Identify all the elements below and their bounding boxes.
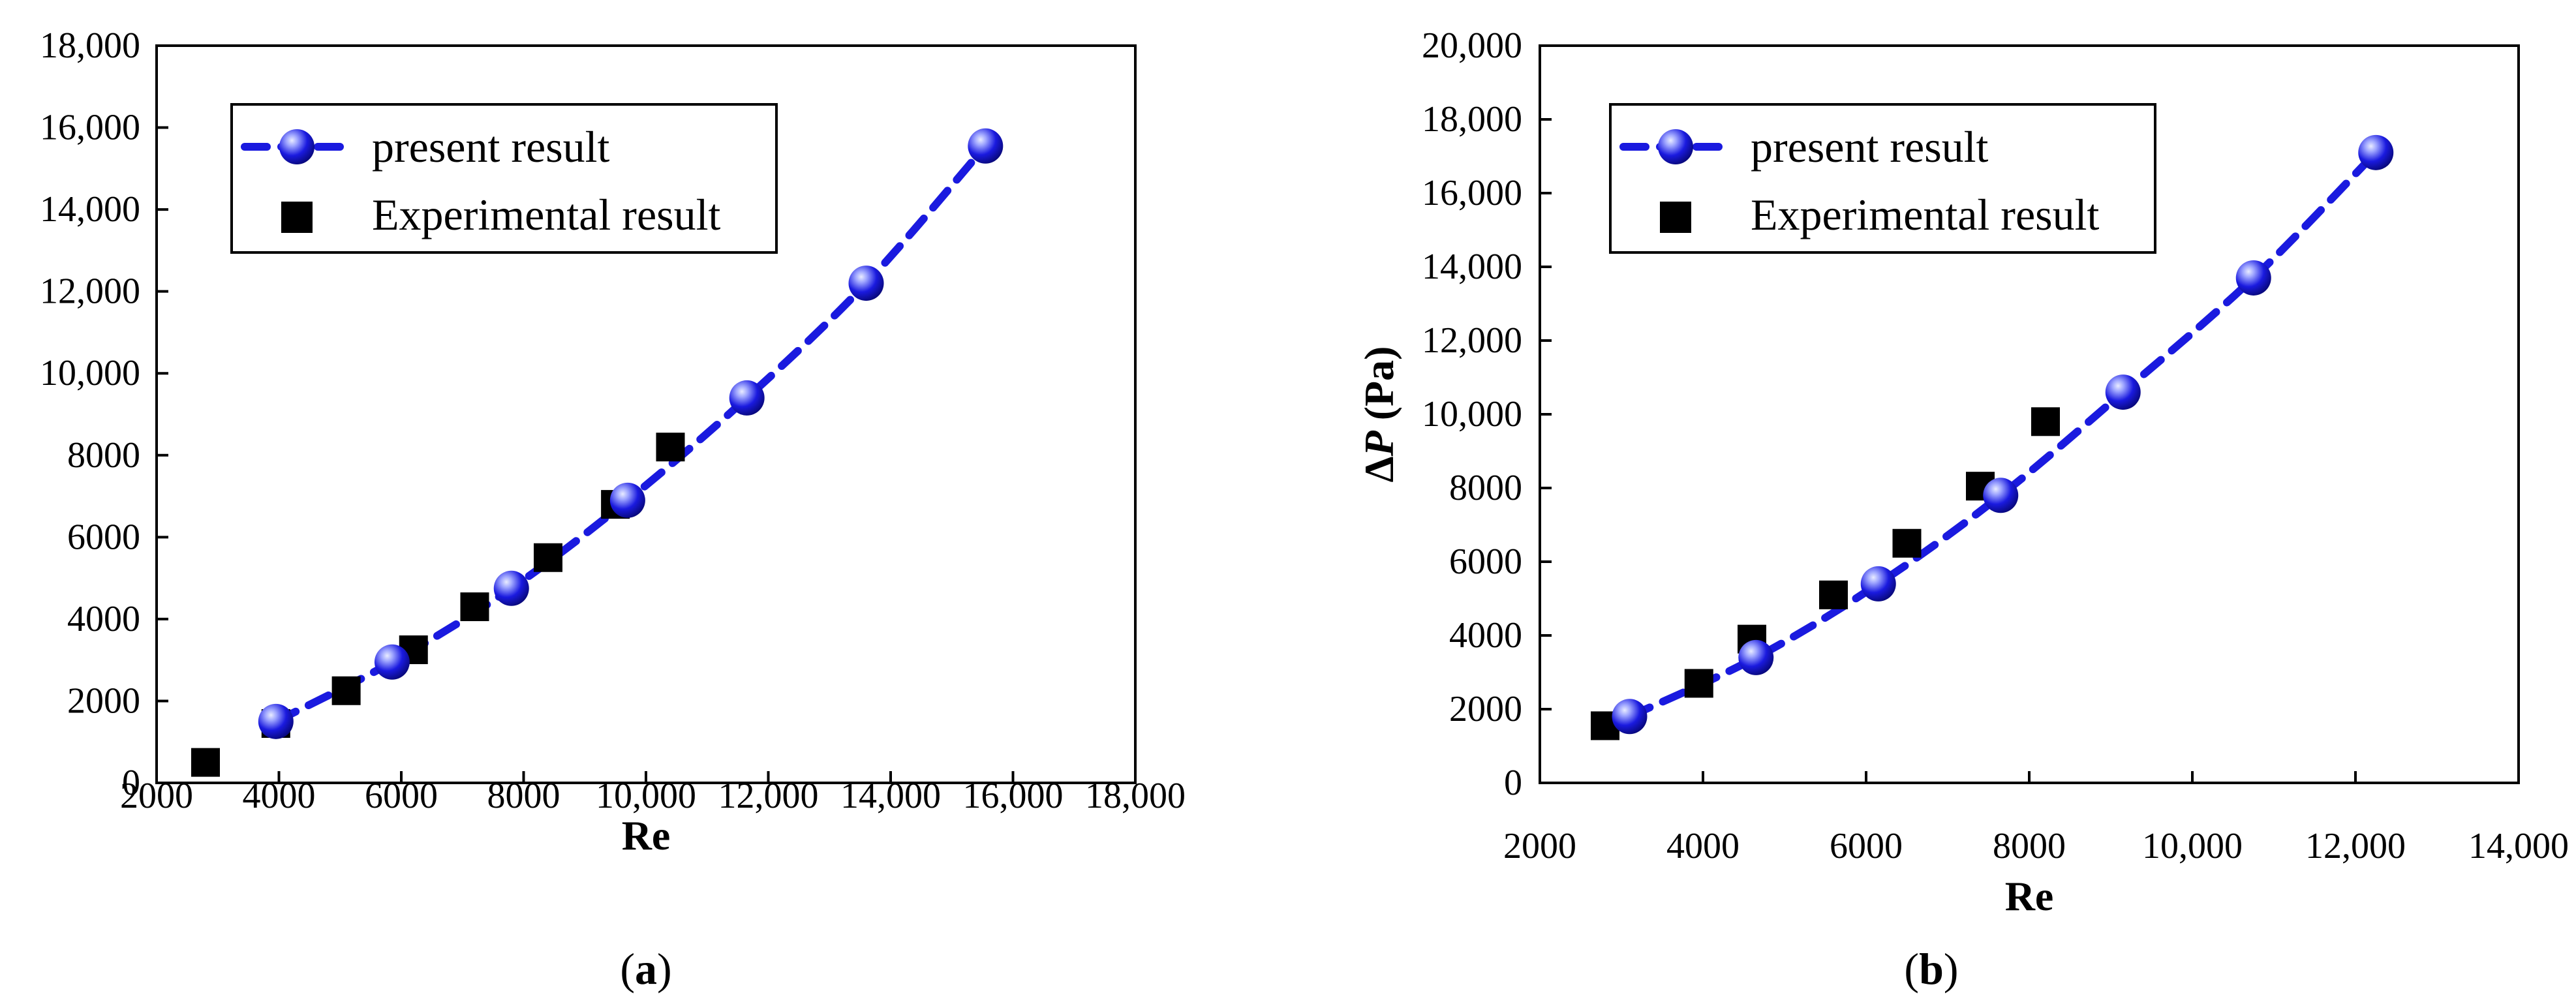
panel-label-a: (a) (620, 944, 671, 994)
legend-square-icon-b (1660, 202, 1691, 233)
present-point (729, 380, 765, 416)
x-tick-label: 6000 (1830, 826, 1903, 866)
x-tick-label: 16,000 (963, 776, 1064, 816)
x-tick-label: 2000 (120, 776, 193, 816)
y-axis-label-b-unit: (Pa) (1356, 346, 1402, 431)
present-result-series-b (1612, 134, 2394, 735)
present-point (1860, 566, 1896, 602)
experimental-point (460, 592, 489, 622)
chart-panel-a: 2000 4000 6000 8000 10,000 12,000 14,000 16,000… (40, 25, 1186, 994)
chart-panel-b: 2000 4000 6000 8000 10,000 12,000 14,000 0 2000… (1356, 25, 2569, 994)
experimental-point (534, 543, 562, 572)
x-tick-label: 2000 (1503, 826, 1576, 866)
y-tick-label: 18,000 (1422, 99, 1522, 140)
present-point (2235, 260, 2271, 296)
x-axis-label-a: Re (622, 812, 671, 859)
panel-label-a-open: ( (620, 944, 635, 994)
legend-box-b (1609, 103, 2156, 254)
y-axis-label-b-variable: P (1356, 430, 1402, 457)
experimental-point (1684, 669, 1713, 698)
y-tick-label: 16,000 (40, 108, 140, 148)
panel-label-b-close: ) (1944, 944, 1959, 994)
y-tick-label: 10,000 (40, 353, 140, 393)
y-tick-label: 14,000 (1422, 247, 1522, 287)
x-tick-label: 12,000 (718, 776, 819, 816)
legend-box-a (230, 103, 778, 254)
legend-b: present result Experimental result (1609, 103, 2156, 254)
x-tick-label: 10,000 (2142, 826, 2243, 866)
present-point (968, 128, 1004, 164)
y-tick-label: 12,000 (1422, 320, 1522, 361)
legend-experimental-label-a: Experimental result (372, 190, 720, 239)
panel-label-b-open: ( (1904, 944, 1919, 994)
experimental-point (331, 676, 361, 705)
x-tick-label: 14,000 (840, 776, 941, 816)
legend-experimental-label-b: Experimental result (1751, 190, 2099, 239)
panel-label-b: (b) (1904, 944, 1958, 994)
y-tick-label: 12,000 (40, 271, 140, 312)
legend-present-label-b: present result (1751, 122, 1989, 172)
x-tick-label: 12,000 (2305, 826, 2406, 866)
x-axis-label-b: Re (2005, 873, 2054, 919)
x-tick-label: 8000 (487, 776, 560, 816)
y-tick-label: 16,000 (1422, 173, 1522, 213)
panel-label-b-letter: b (1919, 944, 1944, 994)
y-axis-label-b: ΔP (Pa) (1356, 346, 1402, 483)
present-point (2358, 134, 2394, 170)
x-tick-label: 10,000 (596, 776, 696, 816)
y-tick-label: 4000 (67, 599, 140, 639)
present-point (258, 703, 294, 739)
present-point (1738, 639, 1774, 675)
present-point (609, 482, 645, 518)
y-tick-label: 8000 (1449, 468, 1522, 508)
experimental-point (656, 433, 685, 462)
x-tick-labels-a: 2000 4000 6000 8000 10,000 12,000 14,000 16,000… (120, 776, 1186, 816)
y-tick-label: 4000 (1449, 615, 1522, 656)
legend-sphere-icon-a (279, 129, 314, 164)
x-tick-label: 4000 (243, 776, 316, 816)
legend-present-label-a: present result (372, 122, 610, 172)
legend-sphere-icon-b (1658, 129, 1693, 164)
y-tick-label: 0 (122, 763, 140, 803)
experimental-point (2031, 407, 2060, 436)
present-point (493, 570, 529, 606)
x-tick-label: 18,000 (1085, 776, 1186, 816)
tick-marks-a (155, 44, 1137, 784)
y-tick-label: 6000 (1449, 541, 1522, 582)
y-tick-labels-a: 0 2000 4000 6000 8000 10,000 12,000 14,000 16,00… (40, 25, 140, 803)
present-point (1983, 478, 2019, 513)
present-point (2105, 374, 2141, 410)
x-tick-labels-b: 2000 4000 6000 8000 10,000 12,000 14,000 (1503, 826, 2569, 866)
present-point (374, 644, 410, 680)
y-tick-label: 0 (1504, 763, 1522, 803)
y-tick-label: 18,000 (40, 25, 140, 66)
legend-square-icon-a (281, 202, 313, 233)
y-tick-label: 10,000 (1422, 394, 1522, 434)
experimental-point (191, 748, 220, 777)
x-tick-label: 14,000 (2468, 826, 2569, 866)
present-point (848, 266, 884, 301)
x-tick-label: 6000 (365, 776, 438, 816)
x-tick-label: 8000 (1993, 826, 2066, 866)
tick-marks-b (1539, 44, 2520, 784)
present-point (1612, 699, 1648, 735)
experimental-point (1892, 528, 1922, 558)
y-tick-label: 14,000 (40, 189, 140, 230)
x-tick-label: 4000 (1666, 826, 1740, 866)
present-result-series-a (258, 128, 1004, 739)
experimental-result-series-b (1591, 407, 2060, 740)
panel-label-a-letter: a (635, 944, 657, 994)
y-tick-label: 2000 (67, 680, 140, 721)
experimental-point (1819, 580, 1848, 609)
legend-a: present result Experimental result (230, 103, 778, 254)
y-axis-label-b-delta: Δ (1356, 456, 1402, 482)
y-tick-label: 8000 (67, 435, 140, 476)
y-tick-label: 2000 (1449, 689, 1522, 729)
y-tick-labels-b: 0 2000 4000 6000 8000 10,000 12,000 14,000 16,00… (1422, 25, 1522, 803)
y-tick-label: 20,000 (1422, 25, 1522, 66)
y-tick-label: 6000 (67, 517, 140, 557)
panel-label-a-close: ) (657, 944, 672, 994)
